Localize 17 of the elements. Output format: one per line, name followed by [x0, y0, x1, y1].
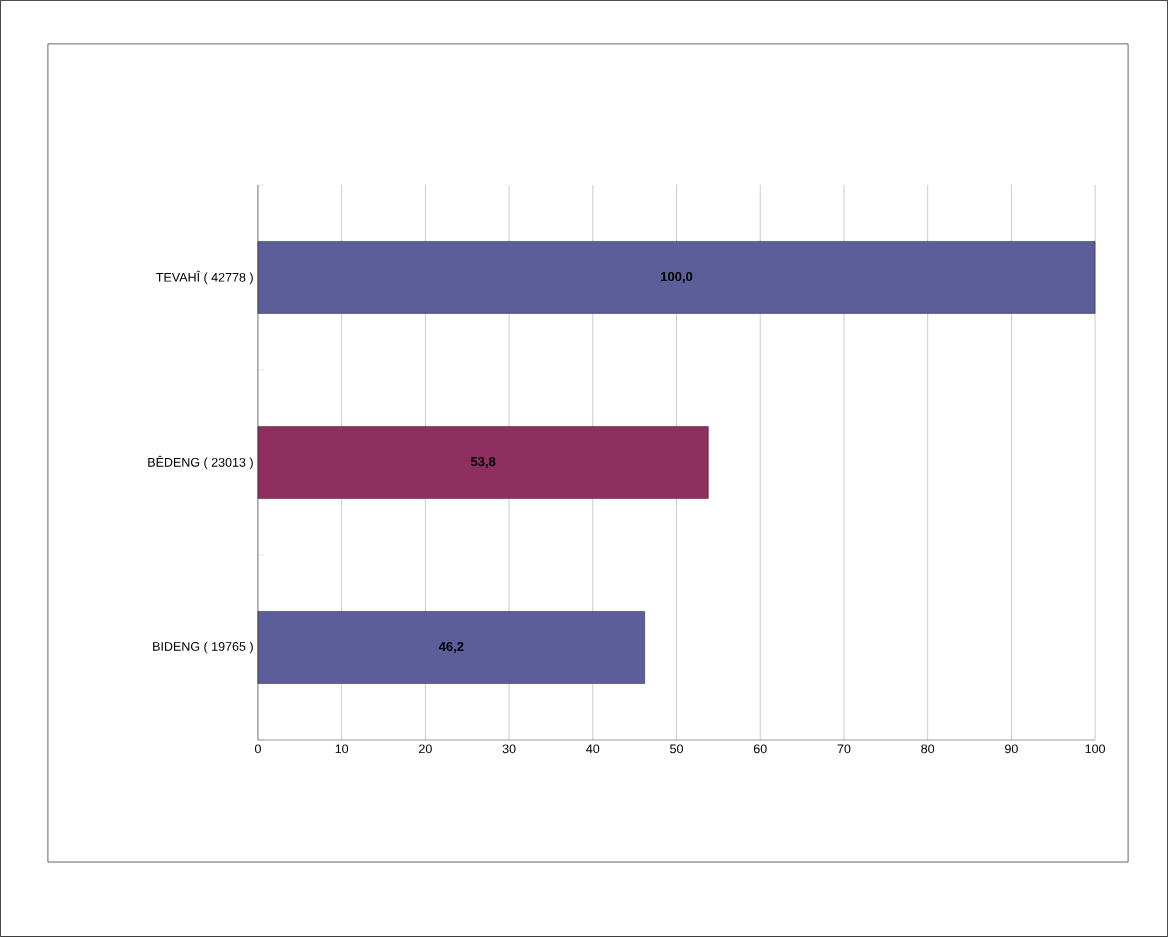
- data-label: 46,2: [438, 641, 464, 654]
- x-tick-label: 0: [254, 744, 261, 754]
- x-tick-label: 30: [502, 744, 516, 754]
- data-label: 53,8: [470, 456, 496, 469]
- data-label: 100,0: [661, 271, 693, 283]
- x-tick-label: 60: [753, 744, 767, 754]
- y-tick-label: BIDENG ( 19765 ): [153, 641, 253, 654]
- x-tick-label: 20: [419, 744, 432, 754]
- x-tick-label: 40: [586, 744, 600, 754]
- x-tick-label: 90: [1005, 744, 1018, 754]
- x-tick-label: 70: [837, 744, 851, 754]
- x-tick-label: 10: [335, 744, 349, 754]
- x-tick-label: 50: [670, 744, 683, 754]
- y-tick-label: TEVAHÎ ( 42778 ): [156, 270, 253, 285]
- y-tick-label: BÊDENG ( 23013 ): [148, 455, 253, 470]
- x-tick-label: 100: [1085, 744, 1106, 754]
- x-tick-label: 80: [921, 744, 935, 754]
